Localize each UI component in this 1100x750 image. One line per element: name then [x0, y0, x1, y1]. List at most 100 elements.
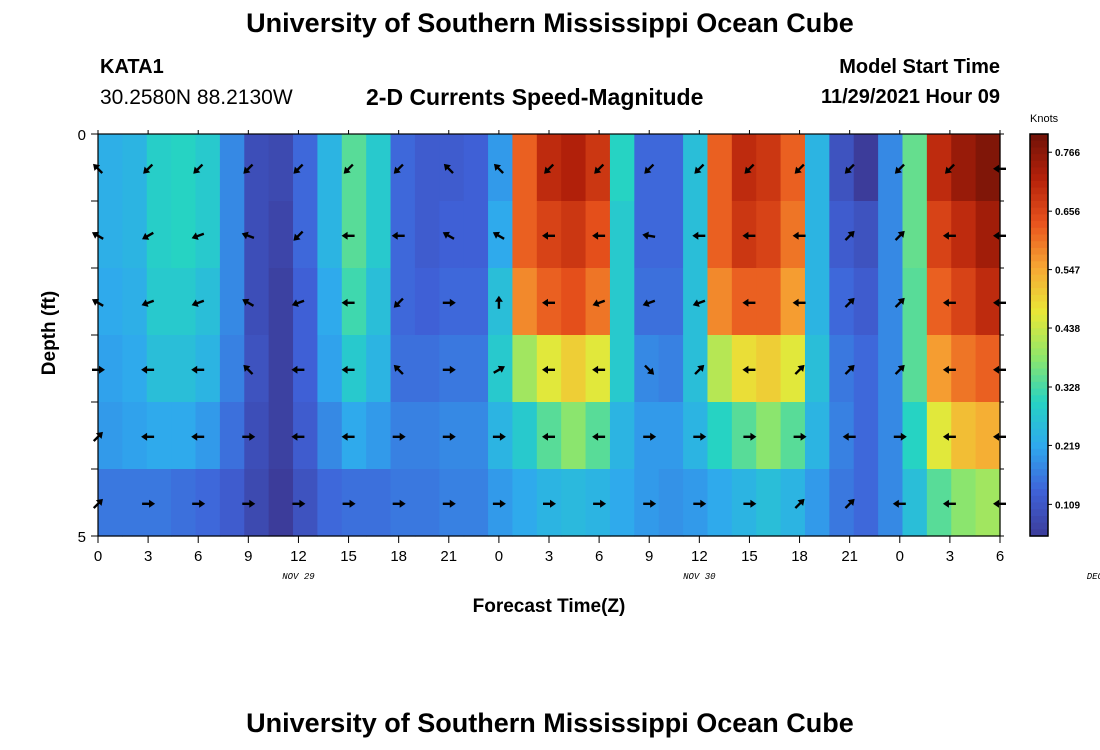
- colorbar-swatch: [1030, 395, 1048, 403]
- current-vector-arrow: [944, 163, 955, 174]
- heatmap-cell: [878, 201, 904, 269]
- colorbar-swatch: [1030, 435, 1048, 443]
- heatmap-cell: [293, 268, 319, 336]
- colorbar-swatch: [1030, 455, 1048, 463]
- current-vector-arrow: [993, 365, 1006, 374]
- current-vector-arrow: [742, 365, 756, 374]
- heatmap-cell: [414, 335, 440, 403]
- colorbar-swatch: [1030, 268, 1048, 276]
- heatmap-cell: [463, 201, 489, 269]
- current-vector-arrow: [593, 499, 607, 508]
- heatmap-cell: [609, 335, 635, 403]
- current-vector-arrow: [91, 231, 104, 240]
- colorbar-swatch: [1030, 321, 1048, 329]
- heatmap-cell: [98, 201, 123, 269]
- heatmap-cell: [98, 134, 123, 202]
- current-vector-arrow: [341, 365, 355, 374]
- colorbar-swatch: [1030, 234, 1048, 242]
- current-vector-arrow: [392, 499, 406, 508]
- current-vector-arrow: [141, 299, 155, 307]
- heatmap-cell: [414, 201, 440, 269]
- heatmap-cell: [366, 201, 392, 269]
- current-vector-arrow: [594, 163, 605, 174]
- heatmap-cell: [707, 134, 733, 202]
- heatmap-cell: [171, 402, 197, 470]
- heatmap-cell: [122, 268, 148, 336]
- current-vector-arrow: [694, 364, 705, 375]
- heatmap-cell: [853, 201, 879, 269]
- colorbar-swatch: [1030, 422, 1048, 430]
- heatmap-cell: [488, 268, 514, 336]
- heatmap-cell: [658, 134, 684, 202]
- heatmap-cell: [390, 134, 416, 202]
- current-vector-arrow: [993, 164, 1006, 173]
- x-tick-label: 3: [144, 548, 152, 565]
- colorbar-swatch: [1030, 489, 1048, 497]
- page-title: University of Southern Mississippi Ocean…: [246, 8, 854, 38]
- current-vector-arrow: [794, 364, 805, 375]
- current-vector-arrow: [191, 432, 205, 441]
- colorbar-swatch: [1030, 361, 1048, 370]
- colorbar-swatch: [1030, 388, 1048, 396]
- current-vector-arrow: [291, 432, 305, 441]
- current-vector-arrow: [243, 364, 254, 375]
- heatmap-cell: [488, 134, 514, 202]
- colorbar-swatch: [1030, 509, 1048, 517]
- current-vector-arrow: [341, 231, 355, 240]
- heatmap-cell: [390, 268, 416, 336]
- heatmap-cell: [317, 335, 343, 403]
- current-vector-arrow: [242, 499, 256, 508]
- heatmap-cell: [707, 268, 733, 336]
- heatmap-cell: [561, 335, 587, 403]
- heatmap-cell: [122, 134, 148, 202]
- colorbar-swatch: [1030, 495, 1048, 504]
- axis-layer: 0 3 6 9 12 15 18 21 0 3 6 9 12 15 18 21 0 3 6 NOV 29 NOV 30 D…: [78, 127, 1100, 582]
- colorbar-swatch: [1030, 408, 1048, 416]
- heatmap-cell: [488, 201, 514, 269]
- colorbar-swatch: [1030, 515, 1048, 524]
- heatmap-cell: [756, 201, 782, 269]
- current-vector-arrow: [894, 364, 905, 375]
- heatmap-cell: [414, 268, 440, 336]
- current-vector-arrow: [742, 231, 756, 240]
- current-vector-arrow: [141, 432, 155, 441]
- heatmap-cell: [902, 201, 928, 269]
- heatmap-cell: [366, 469, 392, 537]
- current-vector-arrow: [393, 163, 404, 174]
- current-vector-arrow: [792, 231, 806, 240]
- heatmap-cell: [609, 469, 635, 537]
- colorbar-tick-label: 0.547: [1055, 266, 1080, 277]
- heatmap-cell: [219, 469, 245, 537]
- heatmap-cell: [561, 134, 587, 202]
- heatmap-cell: [366, 134, 392, 202]
- current-vector-arrow: [692, 299, 706, 307]
- x-tick-label: 6: [194, 548, 202, 565]
- colorbar-swatch: [1030, 301, 1048, 309]
- station-id: KATA1: [100, 56, 164, 78]
- heatmap-cell: [756, 335, 782, 403]
- heatmap-cell: [707, 335, 733, 403]
- current-vector-arrow: [993, 432, 1006, 441]
- heatmap-cell: [463, 402, 489, 470]
- current-vector-arrow: [993, 231, 1006, 240]
- heatmap-cell: [707, 469, 733, 537]
- colorbar-swatch: [1030, 529, 1048, 537]
- colorbar-swatch: [1030, 147, 1048, 155]
- heatmap-cell: [561, 268, 587, 336]
- current-vector-arrow: [592, 231, 606, 240]
- heatmap-cell: [561, 201, 587, 269]
- colorbar-swatch: [1030, 207, 1048, 215]
- heatmap-cell: [878, 335, 904, 403]
- current-vector-arrow: [644, 364, 655, 375]
- colorbar-swatch: [1030, 415, 1048, 423]
- heatmap-cell: [853, 469, 879, 537]
- current-vector-arrow: [142, 499, 156, 508]
- heatmap-cell: [658, 335, 684, 403]
- x-tick-label: 15: [340, 548, 357, 565]
- current-vector-arrow: [844, 297, 855, 308]
- current-vector-arrow: [693, 432, 707, 441]
- heatmap-cell: [878, 134, 904, 202]
- colorbar-units-label: Knots: [1030, 113, 1059, 125]
- heatmap-cell: [658, 268, 684, 336]
- current-vector-arrow: [794, 498, 805, 509]
